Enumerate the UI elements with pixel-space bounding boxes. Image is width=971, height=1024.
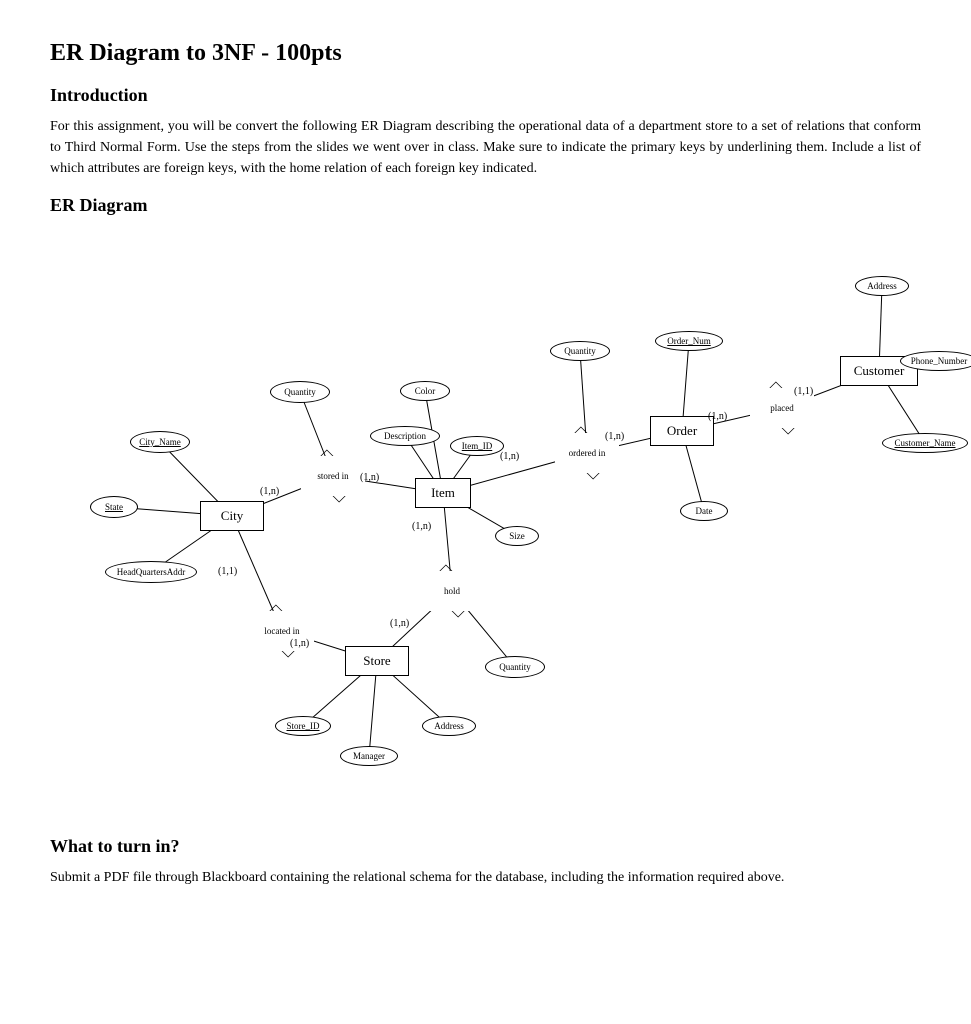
cardinality-label: (1,1) — [218, 566, 237, 577]
attribute-order_date: Date — [680, 501, 728, 521]
relationship-stored_in: stored in — [301, 456, 365, 496]
attribute-manager: Manager — [340, 746, 398, 766]
attribute-store_addr: Address — [422, 716, 476, 736]
attribute-city_name: City_Name — [130, 431, 190, 453]
attribute-item_id: Item_ID — [450, 436, 504, 456]
attribute-color: Color — [400, 381, 450, 401]
cardinality-label: (1,n) — [290, 638, 309, 649]
attribute-store_id: Store_ID — [275, 716, 331, 736]
cardinality-label: (1,n) — [360, 472, 379, 483]
turnin-text: Submit a PDF file through Blackboard con… — [50, 867, 921, 888]
attribute-cust_name: Customer_Name — [882, 433, 968, 453]
entity-item: Item — [415, 478, 471, 508]
relationship-hold: hold — [420, 571, 484, 611]
attribute-cust_phone: Phone_Number — [900, 351, 971, 371]
attribute-hq_addr: HeadQuartersAddr — [105, 561, 197, 583]
attribute-quantity1: Quantity — [270, 381, 330, 403]
cardinality-label: (1,1) — [794, 386, 813, 397]
entity-order: Order — [650, 416, 714, 446]
cardinality-label: (1,n) — [390, 618, 409, 629]
cardinality-label: (1,n) — [500, 451, 519, 462]
cardinality-label: (1,n) — [412, 521, 431, 532]
attribute-quantity2: Quantity — [485, 656, 545, 678]
cardinality-label: (1,n) — [605, 431, 624, 442]
er-diagram: CityItemStoreOrderCustomerstored inlocat… — [50, 226, 921, 806]
er-diagram-edges — [50, 226, 921, 806]
entity-store: Store — [345, 646, 409, 676]
attribute-description: Description — [370, 426, 440, 446]
diagram-heading: ER Diagram — [50, 195, 921, 216]
attribute-size: Size — [495, 526, 539, 546]
intro-text: For this assignment, you will be convert… — [50, 116, 921, 179]
attribute-state: State — [90, 496, 138, 518]
cardinality-label: (1,n) — [260, 486, 279, 497]
attribute-quantity3: Quantity — [550, 341, 610, 361]
entity-city: City — [200, 501, 264, 531]
cardinality-label: (1,n) — [708, 411, 727, 422]
attribute-cust_addr: Address — [855, 276, 909, 296]
turnin-heading: What to turn in? — [50, 836, 921, 857]
attribute-order_num: Order_Num — [655, 331, 723, 351]
intro-heading: Introduction — [50, 85, 921, 106]
page-title: ER Diagram to 3NF - 100pts — [50, 40, 921, 67]
